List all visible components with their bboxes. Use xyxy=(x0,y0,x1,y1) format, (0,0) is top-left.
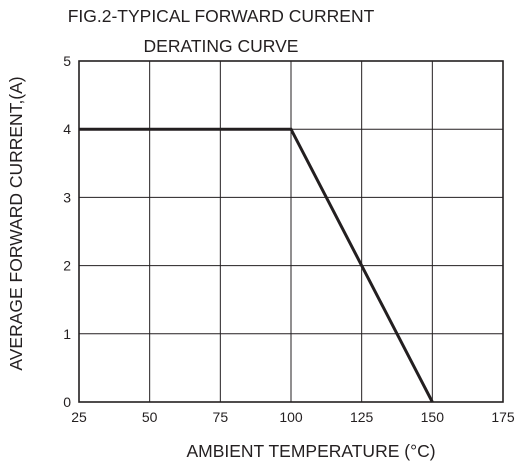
x-axis-label: AMBIENT TEMPERATURE (°C) xyxy=(186,441,435,461)
x-tick-label-175: 175 xyxy=(491,409,515,425)
x-tick-label-100: 100 xyxy=(279,409,303,425)
grid-lines xyxy=(78,60,504,403)
x-tick-label-75: 75 xyxy=(213,409,229,425)
y-tick-label-4: 4 xyxy=(63,121,71,137)
plot-frame xyxy=(78,60,504,403)
y-tick-label-0: 0 xyxy=(63,394,71,410)
x-tick-label-25: 25 xyxy=(71,409,87,425)
x-tick-label-50: 50 xyxy=(142,409,158,425)
x-tick-labels: 25 50 75 100 125 150 175 xyxy=(71,409,515,425)
x-tick-label-125: 125 xyxy=(350,409,374,425)
x-tick-label-150: 150 xyxy=(421,409,445,425)
derating-curve xyxy=(79,127,434,403)
chart-title-line-1: FIG.2-TYPICAL FORWARD CURRENT xyxy=(67,6,375,26)
y-tick-label-2: 2 xyxy=(63,258,71,274)
y-tick-label-1: 1 xyxy=(63,326,71,342)
chart-title-line-2: DERATING CURVE xyxy=(143,36,299,56)
y-axis-label: AVERAGE FORWARD CURRENT,(A) xyxy=(6,76,26,370)
y-tick-label-3: 3 xyxy=(63,189,71,205)
y-tick-label-5: 5 xyxy=(63,53,71,69)
y-tick-labels: 0 1 2 3 4 5 xyxy=(63,53,71,410)
